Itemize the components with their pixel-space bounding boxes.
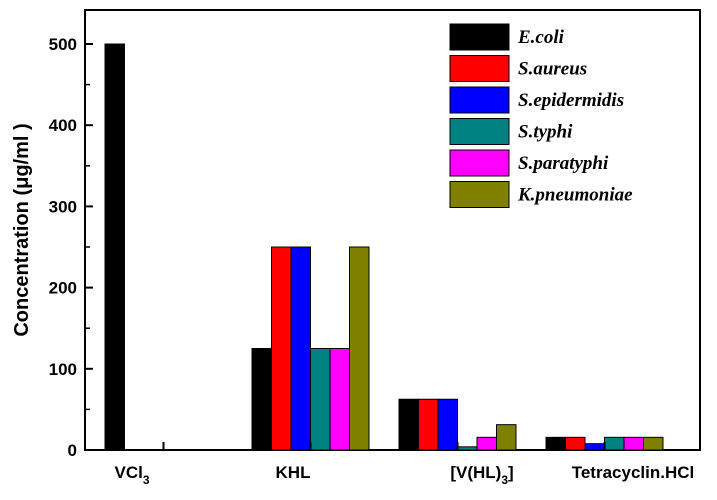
legend-swatch xyxy=(449,86,510,114)
bar-s-aureus-2 xyxy=(418,398,439,451)
bar-e-coli-3 xyxy=(545,436,566,451)
bar-s-epidermidis-3 xyxy=(584,443,605,451)
y-tick-label: 200 xyxy=(49,279,77,298)
bar-s-aureus-1 xyxy=(271,246,292,451)
legend-label: E.coli xyxy=(517,27,565,48)
bar-e-coli-1 xyxy=(251,348,272,451)
legend-swatch xyxy=(449,181,510,208)
bar-k-pneumoniae-2 xyxy=(496,424,517,451)
legend-swatch xyxy=(449,55,510,82)
bar-s-aureus-3 xyxy=(565,436,586,451)
bar-k-pneumoniae-1 xyxy=(349,246,370,451)
bar-s-epidermidis-2 xyxy=(437,398,458,451)
y-tick-label: 100 xyxy=(49,360,77,379)
bar-s-epidermidis-1 xyxy=(290,246,311,451)
bar-s-paratyphi-1 xyxy=(329,348,350,451)
bar-s-paratyphi-3 xyxy=(623,436,644,451)
bar-e-coli-0 xyxy=(104,43,125,451)
bar-s-typhi-1 xyxy=(310,348,331,451)
x-tick-label: VCl3 xyxy=(114,463,149,487)
y-tick-label: 0 xyxy=(68,441,77,460)
bar-k-pneumoniae-3 xyxy=(643,436,664,451)
legend-label: S.aureus xyxy=(518,59,587,80)
bar-s-typhi-2 xyxy=(457,446,478,451)
y-axis-label: Concentration (μg/ml ) xyxy=(11,123,33,336)
legend-label: S.epidermidis xyxy=(518,90,624,111)
bar-e-coli-2 xyxy=(398,398,419,451)
x-axis: VCl3 KHL [V(HL)3] Tetracyclin.HCl xyxy=(114,442,694,487)
legend-swatch xyxy=(449,118,510,145)
bar-s-paratyphi-2 xyxy=(476,436,497,451)
x-tick-label: Tetracyclin.HCl xyxy=(572,463,695,482)
legend-label: K.pneumoniae xyxy=(517,185,633,206)
x-tick-label: [V(HL)3] xyxy=(450,463,513,487)
y-tick-label: 400 xyxy=(49,116,77,135)
y-tick-label: 500 xyxy=(49,35,77,54)
y-axis: 0 100 200 300 400 500 xyxy=(49,35,93,460)
plot-frame xyxy=(84,9,701,451)
legend-swatch xyxy=(449,149,510,177)
legend: E.coli S.aureus S.epidermidis S.typhi S.para… xyxy=(449,23,633,208)
x-tick-label: KHL xyxy=(276,463,311,482)
legend-swatch xyxy=(449,23,510,51)
y-tick-label: 300 xyxy=(49,197,77,216)
bars-layer xyxy=(104,43,664,451)
bar-s-typhi-3 xyxy=(604,436,625,451)
legend-label: S.paratyphi xyxy=(518,153,609,174)
legend-label: S.typhi xyxy=(518,122,573,143)
